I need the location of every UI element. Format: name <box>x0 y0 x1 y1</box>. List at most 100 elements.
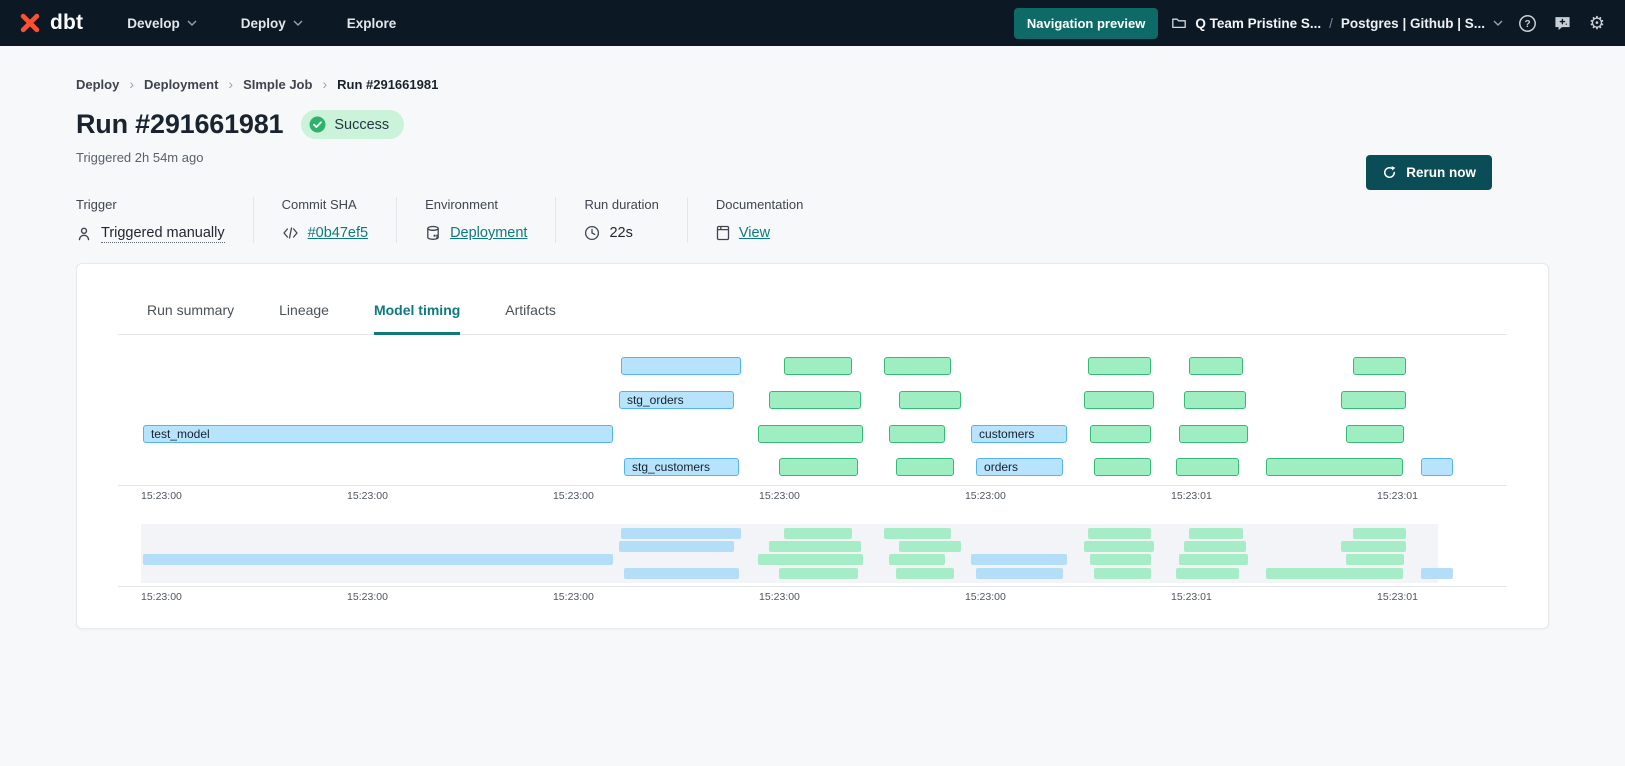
gantt-bar <box>896 568 954 579</box>
gantt-bar <box>1094 568 1152 579</box>
gantt-bars: stg_orders test_model customers stg_custome… <box>141 347 1461 485</box>
account-project-separator: / <box>1329 15 1333 31</box>
nav-item-label: Explore <box>346 15 397 31</box>
axis-tick-label: 15:23:00 <box>347 591 388 603</box>
gantt-bar[interactable] <box>1341 391 1406 409</box>
gantt-bar[interactable] <box>1087 357 1151 375</box>
gantt-bar <box>1087 528 1151 539</box>
gantt-bar[interactable] <box>889 425 945 443</box>
gantt-bar-customers[interactable]: customers <box>971 425 1067 443</box>
meta-label: Documentation <box>715 197 804 212</box>
gantt-bar <box>1179 554 1249 565</box>
gantt-bar[interactable] <box>1179 425 1249 443</box>
gantt-bar[interactable] <box>1089 425 1151 443</box>
tab-artifacts[interactable]: Artifacts <box>505 302 556 318</box>
status-text: Success <box>334 116 390 133</box>
run-detail-panel: Run summary Lineage Model timing Artifacts … <box>76 263 1549 629</box>
meta-value-text[interactable]: #0b47ef5 <box>307 225 369 241</box>
rerun-now-button[interactable]: Rerun now <box>1366 155 1492 190</box>
gantt-bar[interactable] <box>1188 357 1243 375</box>
meta-value: View <box>716 225 803 241</box>
gantt-bar-test-model[interactable]: test_model <box>142 425 614 443</box>
gantt-bar[interactable] <box>1184 391 1247 409</box>
breadcrumb-item-deployment[interactable]: Deployment <box>144 76 219 92</box>
feedback-icon[interactable] <box>1551 12 1573 34</box>
model-timing-chart: stg_orders test_model customers stg_custome… <box>118 347 1507 486</box>
axis-tick-label: 15:23:00 <box>964 591 1006 603</box>
nav-item-deploy[interactable]: Deploy <box>241 16 303 31</box>
gantt-bar <box>1184 541 1247 552</box>
gantt-bar-label: orders <box>984 460 1019 474</box>
meta-run-duration: Run duration 22s <box>555 197 686 243</box>
help-icon[interactable]: ? <box>1516 12 1538 34</box>
gantt-bar-stg-customers[interactable]: stg_customers <box>623 458 739 476</box>
breadcrumb-item-deploy[interactable]: Deploy <box>76 76 120 92</box>
axis-tick-label: 15:23:00 <box>552 490 594 502</box>
gantt-bar-test-model <box>142 554 614 565</box>
gantt-bar <box>620 528 741 539</box>
gantt-bar[interactable] <box>1176 458 1239 476</box>
status-badge: Success <box>301 110 405 139</box>
gantt-bar[interactable] <box>884 357 952 375</box>
axis-tick-label: 15:23:01 <box>1170 490 1212 502</box>
gantt-bar[interactable] <box>1094 458 1152 476</box>
gantt-bar[interactable] <box>1346 425 1404 443</box>
gantt-bar-label: customers <box>979 427 1035 441</box>
gantt-bar[interactable] <box>778 458 858 476</box>
code-icon <box>282 226 299 240</box>
axis-tick-label: 15:23:00 <box>759 591 800 603</box>
meta-value: Deployment <box>425 225 527 241</box>
gantt-bar[interactable] <box>620 357 741 375</box>
folder-icon <box>1171 15 1187 31</box>
meta-label: Run duration <box>584 197 659 212</box>
breadcrumb-separator: › <box>322 76 328 92</box>
gantt-bar[interactable] <box>898 391 961 409</box>
primary-nav: Develop Deploy Explore <box>127 16 440 31</box>
time-axis-overview: 15:23:00 15:23:00 15:23:00 15:23:00 15:23:00… <box>141 591 1461 607</box>
navigation-preview-button[interactable]: Navigation preview <box>1013 7 1159 39</box>
meta-documentation: Documentation View <box>686 197 831 243</box>
account-switcher[interactable]: Q Team Pristine S... / Postgres | Github… <box>1171 15 1503 31</box>
nav-item-explore[interactable]: Explore <box>347 16 397 31</box>
gantt-bar[interactable] <box>757 425 863 443</box>
gantt-bar-orders[interactable]: orders <box>976 458 1064 476</box>
tab-model-timing[interactable]: Model timing <box>373 302 461 335</box>
axis-tick-label: 15:23:00 <box>347 490 388 502</box>
nav-item-label: Develop <box>127 15 180 31</box>
gantt-bar[interactable] <box>1421 458 1453 476</box>
axis-tick-label: 15:23:00 <box>141 490 182 502</box>
project-name: Postgres | Github | S... <box>1340 15 1485 31</box>
tab-lineage[interactable]: Lineage <box>279 302 329 318</box>
meta-value: 22s <box>584 225 658 241</box>
gantt-bar[interactable] <box>769 391 862 409</box>
gear-icon[interactable]: ⚙ <box>1588 13 1606 33</box>
gantt-bar <box>1346 554 1404 565</box>
gantt-bar[interactable] <box>1353 357 1407 375</box>
triggered-timestamp: Triggered 2h 54m ago <box>76 150 204 165</box>
meta-commit-sha: Commit SHA #0b47ef5 <box>252 197 396 243</box>
chevron-down-icon <box>293 20 303 26</box>
top-nav: dbt Develop Deploy Explore Navigation prev… <box>0 0 1625 46</box>
gantt-bar <box>884 528 952 539</box>
gantt-bar[interactable] <box>1266 458 1404 476</box>
nav-item-develop[interactable]: Develop <box>127 16 197 31</box>
title-row: Run #291661981 Success <box>76 109 1625 140</box>
breadcrumb-item-simple-job[interactable]: SImple Job <box>243 76 313 92</box>
nav-item-label: Deploy <box>240 15 286 31</box>
gantt-bar-stg-orders[interactable]: stg_orders <box>618 391 734 409</box>
meta-value-text[interactable]: Deployment <box>450 225 528 241</box>
meta-value: #0b47ef5 <box>282 225 368 241</box>
meta-value-text: Triggered manually <box>101 225 225 243</box>
gantt-bar[interactable] <box>1084 391 1154 409</box>
gantt-bar[interactable] <box>896 458 954 476</box>
account-name: Q Team Pristine S... <box>1195 15 1322 31</box>
meta-value-text[interactable]: View <box>738 225 771 241</box>
gantt-bar <box>1176 568 1239 579</box>
tab-run-summary[interactable]: Run summary <box>147 302 235 318</box>
dbt-logo[interactable]: dbt <box>17 10 83 36</box>
gantt-bar[interactable] <box>783 357 852 375</box>
gantt-bar <box>769 541 862 552</box>
gantt-bar <box>1084 541 1154 552</box>
brand-name: dbt <box>50 11 84 34</box>
gantt-bar-label: stg_customers <box>631 460 711 474</box>
